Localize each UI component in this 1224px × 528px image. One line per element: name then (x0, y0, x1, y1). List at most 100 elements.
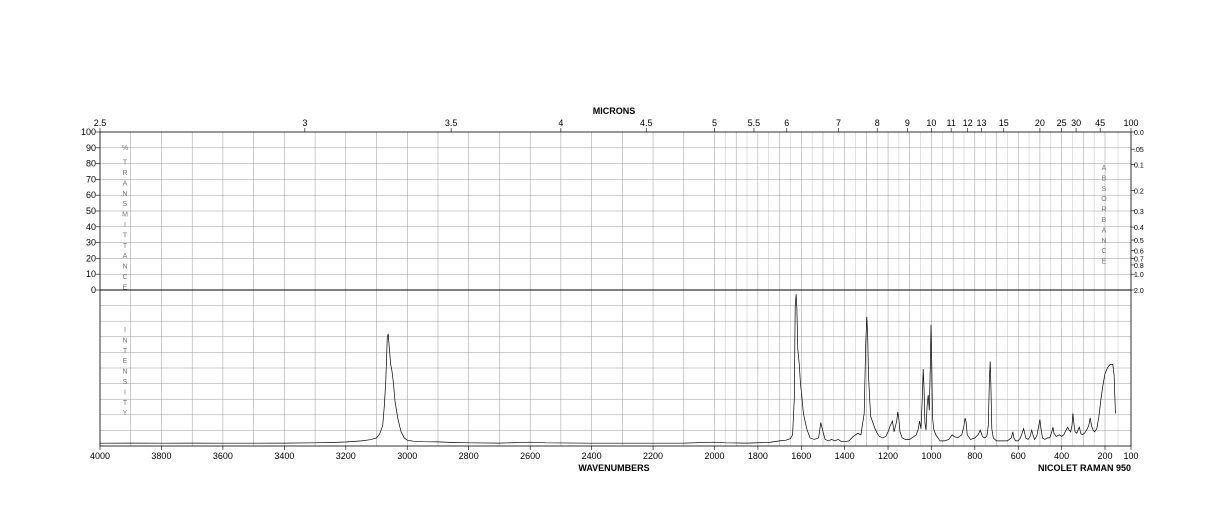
micron-tick-label: 8 (875, 118, 880, 128)
absorbance-tick-label: 0.1 (1134, 162, 1144, 169)
vertical-label-char: T (123, 348, 128, 355)
x-tick-label: 2600 (520, 451, 540, 461)
absorbance-axis-ticks: 0.0 .05 0.1 0.2 0.3 0.4 0.5 0.60.70.8 1.0 2.0 (1131, 130, 1144, 295)
vertical-label-char: R (122, 170, 127, 177)
x-tick-label: 200 (1097, 451, 1112, 461)
micron-tick-label: 3.5 (445, 118, 458, 128)
vertical-label-char: I (124, 222, 126, 229)
vertical-label-char: A (123, 180, 128, 187)
absorbance-tick-label: 0.5 (1134, 238, 1144, 245)
vertical-label-char: N (122, 369, 127, 376)
micron-tick-label: 10 (926, 118, 936, 128)
vertical-label-char: B (1102, 175, 1107, 182)
vertical-label-char: T (123, 232, 128, 239)
y-tick-label: 70 (86, 174, 96, 184)
x-tick-label: 3000 (397, 451, 417, 461)
x-tick-label: 3200 (336, 451, 356, 461)
x-tick-label: 1800 (748, 451, 768, 461)
vertical-label-char: S (123, 201, 128, 208)
micron-tick-label: 6 (784, 118, 789, 128)
micron-tick-label: 15 (999, 118, 1009, 128)
x-tick-label: 800 (967, 451, 982, 461)
micron-tick-label: 3 (302, 118, 307, 128)
y-tick-label: 30 (86, 238, 96, 248)
vertical-label-char: N (122, 191, 127, 198)
wavenumber-axis-ticks: 4000 3800 3600 3400 3200 3000 2800 2600 2400 2200… (90, 446, 1139, 461)
x-tick-label: 4000 (90, 451, 110, 461)
vertical-label-char: B (1102, 217, 1107, 224)
y-tick-label: 100 (81, 127, 96, 137)
micron-tick-label: 25 (1057, 118, 1067, 128)
micron-axis-ticks: 2.5 3 3.5 4 4.5 5 5.5 6 7 8 9 10 11 12 13 15 20 25 30 45 100 (94, 118, 1139, 132)
vertical-label-char: I (124, 389, 126, 396)
chart-title: MICRONS (593, 106, 636, 116)
vertical-label-char: C (1101, 248, 1106, 255)
vertical-label-char: M (122, 212, 128, 219)
x-tick-label: 2200 (643, 451, 663, 461)
absorbance-tick-label: 0.0 (1134, 130, 1144, 137)
vertical-label-char: E (1102, 259, 1107, 266)
x-tick-label: 3800 (151, 451, 171, 461)
y-tick-label: 90 (86, 143, 96, 153)
x-tick-label: 2000 (704, 451, 724, 461)
x-tick-label: 400 (1054, 451, 1069, 461)
micron-tick-label: 100 (1123, 118, 1138, 128)
micron-tick-label: 45 (1095, 118, 1105, 128)
vertical-label-char: T (123, 160, 128, 167)
y-tick-label: 20 (86, 253, 96, 263)
y-tick-label: 0 (91, 285, 96, 295)
vertical-label-char: A (123, 253, 128, 260)
micron-tick-label: 2.5 (94, 118, 107, 128)
micron-tick-label: 20 (1035, 118, 1045, 128)
vertical-label-char: T (123, 243, 128, 250)
absorbance-tick-label: .05 (1134, 147, 1144, 154)
x-tick-label: 1200 (878, 451, 898, 461)
micron-tick-label: 13 (977, 118, 987, 128)
absorbance-tick-label: 0.2 (1134, 188, 1144, 195)
absorbance-tick-label: 2.0 (1134, 288, 1144, 295)
absorbance-tick-label: 0.6 (1134, 248, 1144, 255)
x-tick-label: 1000 (921, 451, 941, 461)
vertical-label-char: N (1101, 238, 1106, 245)
y-tick-label: 80 (86, 159, 96, 169)
vertical-label-char: S (1102, 186, 1107, 193)
x-tick-label: 1600 (791, 451, 811, 461)
absorbance-tick-label: 0.4 (1134, 225, 1144, 232)
absorbance-tick-label: 0.3 (1134, 209, 1144, 216)
instrument-label: NICOLET RAMAN 950 (1038, 463, 1131, 473)
x-tick-label: 600 (1011, 451, 1026, 461)
micron-tick-label: 7 (836, 118, 841, 128)
absorbance-tick-label: 0.7 (1134, 256, 1144, 263)
spectrum-line (99, 294, 1116, 444)
micron-tick-label: 5 (712, 118, 717, 128)
x-tick-label: 2800 (459, 451, 479, 461)
vertical-label-char: N (122, 337, 127, 344)
vertical-label-char: Y (123, 410, 128, 417)
x-tick-label: 3600 (213, 451, 233, 461)
x-tick-label: 100 (1123, 451, 1138, 461)
vertical-label-char: E (123, 284, 128, 291)
micron-tick-label: 5.5 (748, 118, 761, 128)
vertical-label-char: E (123, 358, 128, 365)
vertical-label-char: R (1101, 207, 1106, 214)
y-tick-label: 40 (86, 222, 96, 232)
vertical-label-char: O (1101, 196, 1107, 203)
micron-tick-label: 4 (558, 118, 563, 128)
micron-tick-label: 9 (905, 118, 910, 128)
absorbance-tick-label: 1.0 (1134, 272, 1144, 279)
vertical-label-char: % (122, 145, 128, 152)
vertical-label-char: I (124, 327, 126, 334)
plot-frame (99, 131, 1132, 447)
vertical-label-char: N (122, 264, 127, 271)
x-tick-label: 1400 (835, 451, 855, 461)
vertical-label-char: A (1102, 165, 1107, 172)
vertical-label-char: T (123, 400, 128, 407)
x-tick-label: 3400 (274, 451, 294, 461)
micron-tick-label: 4.5 (640, 118, 653, 128)
vertical-label-char: C (122, 274, 127, 281)
